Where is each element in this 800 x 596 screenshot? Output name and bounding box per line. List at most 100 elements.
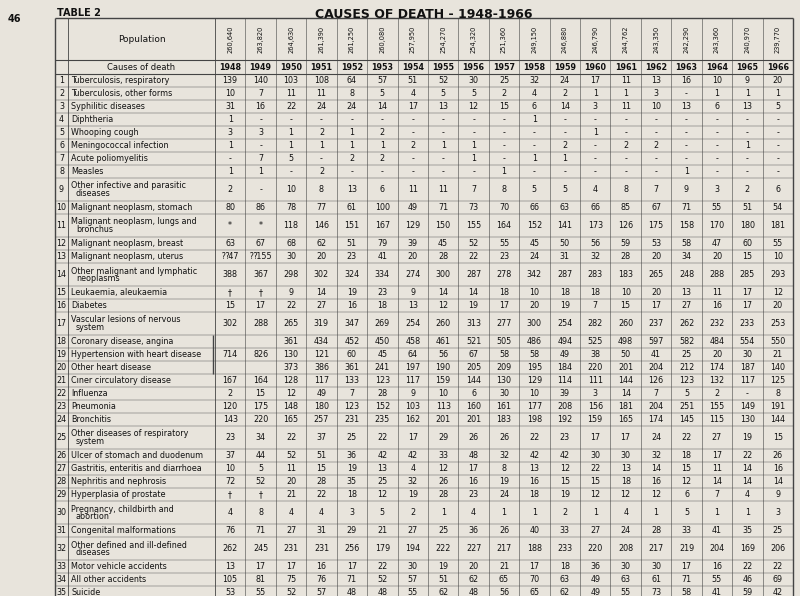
Text: 1: 1: [59, 76, 64, 85]
Text: 4: 4: [319, 508, 324, 517]
Text: 1: 1: [228, 115, 233, 124]
Text: 244,762: 244,762: [622, 25, 629, 53]
Text: 1949: 1949: [250, 63, 272, 72]
Text: 714: 714: [222, 350, 238, 359]
Text: 494: 494: [558, 337, 573, 346]
Text: 17: 17: [530, 562, 539, 571]
Text: 20: 20: [773, 301, 783, 310]
Text: Cıner circulatory disease: Cıner circulatory disease: [71, 376, 171, 385]
Text: 167: 167: [222, 376, 238, 385]
Text: 20: 20: [712, 252, 722, 261]
Text: 1: 1: [562, 154, 567, 163]
Text: 10: 10: [621, 288, 630, 297]
Text: 45: 45: [438, 239, 448, 248]
Text: 386: 386: [314, 363, 329, 372]
Text: 35: 35: [347, 477, 357, 486]
Text: 19: 19: [347, 288, 357, 297]
Text: 32: 32: [590, 252, 600, 261]
Text: 4: 4: [410, 89, 415, 98]
Text: 158: 158: [679, 221, 694, 230]
Text: 27: 27: [286, 526, 296, 535]
Text: 17: 17: [742, 301, 753, 310]
Text: 25: 25: [377, 477, 387, 486]
Text: 14: 14: [651, 464, 661, 473]
Text: 9: 9: [775, 490, 780, 499]
Text: 25: 25: [499, 76, 509, 85]
Text: Ulcer of stomach and duodenum: Ulcer of stomach and duodenum: [71, 451, 203, 460]
Text: 15: 15: [682, 464, 691, 473]
Text: 20: 20: [712, 350, 722, 359]
Text: 10: 10: [530, 288, 539, 297]
Text: 11: 11: [621, 76, 630, 85]
Text: 1: 1: [228, 141, 233, 150]
Text: 140: 140: [770, 363, 786, 372]
Text: 269: 269: [374, 319, 390, 328]
Text: 58: 58: [530, 350, 539, 359]
Text: 8: 8: [623, 185, 628, 194]
Text: 261,250: 261,250: [349, 25, 355, 52]
Text: 1954: 1954: [402, 63, 424, 72]
Text: 3: 3: [714, 185, 719, 194]
Text: 152: 152: [526, 221, 542, 230]
Text: 126: 126: [618, 221, 634, 230]
Text: 164: 164: [253, 376, 268, 385]
Text: 105: 105: [222, 575, 238, 584]
Text: 17: 17: [57, 319, 66, 328]
Text: 56: 56: [590, 239, 600, 248]
Text: 2: 2: [380, 154, 385, 163]
Text: 237: 237: [649, 319, 664, 328]
Text: -: -: [472, 115, 475, 124]
Text: 75: 75: [286, 575, 296, 584]
Text: -: -: [350, 115, 354, 124]
Text: 248: 248: [679, 270, 694, 279]
Text: 1958: 1958: [523, 63, 546, 72]
Text: 18: 18: [499, 288, 509, 297]
Text: 57: 57: [408, 575, 418, 584]
Text: 18: 18: [378, 301, 387, 310]
Text: 38: 38: [590, 350, 600, 359]
Text: -: -: [746, 128, 749, 137]
Text: 6: 6: [775, 185, 780, 194]
Text: 63: 63: [621, 575, 630, 584]
Text: 149: 149: [740, 402, 755, 411]
Text: 146: 146: [314, 221, 329, 230]
Text: 19: 19: [57, 350, 66, 359]
Text: 220: 220: [588, 544, 603, 553]
Text: 27: 27: [682, 301, 692, 310]
Text: 8: 8: [59, 167, 64, 176]
Text: -: -: [259, 141, 262, 150]
Text: 22: 22: [286, 433, 296, 442]
Text: 505: 505: [496, 337, 512, 346]
Text: 209: 209: [496, 363, 512, 372]
Text: Syphilitic diseases: Syphilitic diseases: [71, 102, 145, 111]
Text: 52: 52: [286, 451, 296, 460]
Text: 13: 13: [651, 76, 661, 85]
Text: 4: 4: [228, 508, 233, 517]
Text: 1: 1: [654, 508, 658, 517]
Text: diseases: diseases: [76, 548, 110, 557]
Text: 1: 1: [593, 128, 598, 137]
Text: -: -: [746, 154, 749, 163]
Text: 3: 3: [350, 508, 354, 517]
Text: -: -: [381, 115, 384, 124]
Text: 14: 14: [621, 389, 630, 398]
Text: -: -: [442, 167, 445, 176]
Text: 15: 15: [255, 389, 266, 398]
Text: -: -: [442, 128, 445, 137]
Text: -: -: [411, 167, 414, 176]
Text: 582: 582: [679, 337, 694, 346]
Text: 17: 17: [742, 288, 753, 297]
Text: 28: 28: [317, 477, 326, 486]
Text: -: -: [594, 141, 597, 150]
Text: 240,970: 240,970: [744, 25, 750, 52]
Text: 72: 72: [225, 477, 235, 486]
Text: 7: 7: [654, 185, 658, 194]
Text: 13: 13: [530, 464, 539, 473]
Text: 2: 2: [714, 389, 719, 398]
Text: 49: 49: [590, 588, 600, 596]
Text: 361: 361: [344, 363, 359, 372]
Text: 33: 33: [57, 562, 66, 571]
Text: 4: 4: [59, 115, 64, 124]
Text: 30: 30: [469, 76, 478, 85]
Text: 434: 434: [314, 337, 329, 346]
